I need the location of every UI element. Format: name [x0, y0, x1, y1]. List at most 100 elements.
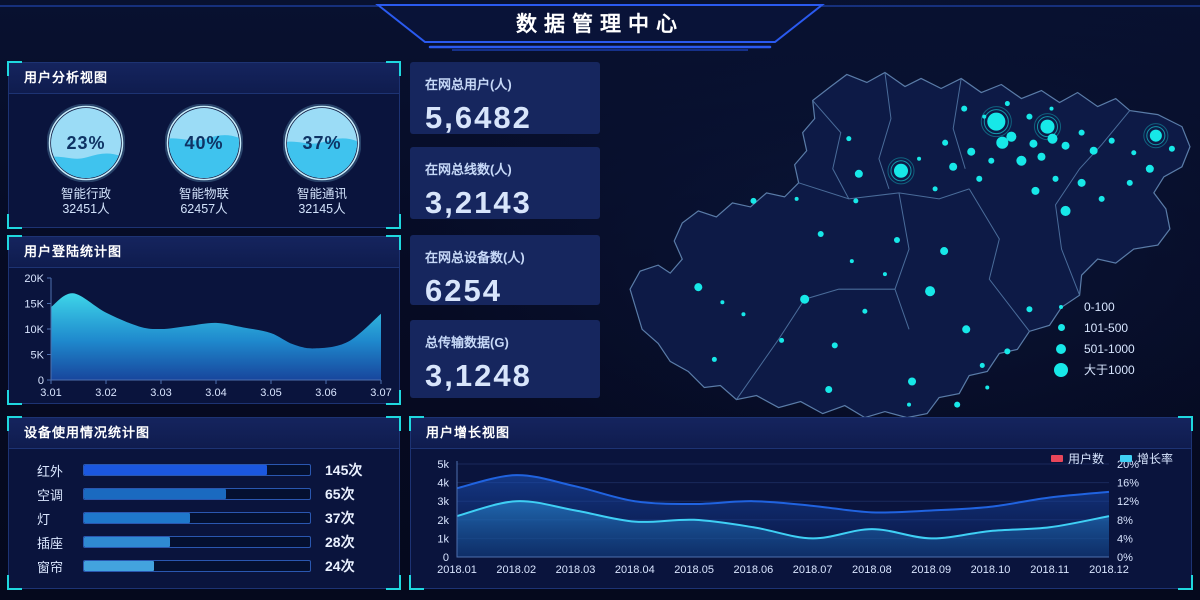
bar-category-label: 灯	[37, 511, 51, 527]
svg-text:4k: 4k	[437, 478, 449, 490]
panel-user-growth: 用户增长视图 用户数 增长率 0 0% 1k 4% 2k 8% 3k 12% 4k 16% 5k 20%…	[409, 416, 1193, 590]
map-region: 0-100 101-500 501-1000 大于1000	[608, 48, 1200, 420]
bar-fill	[84, 561, 155, 571]
stat-value: 3,1248	[425, 358, 532, 393]
svg-text:3.06: 3.06	[315, 387, 336, 399]
map-legend-label: 大于1000	[1084, 363, 1135, 377]
map-legend: 0-100 101-500 501-1000 大于1000	[1054, 296, 1135, 380]
map-legend-item-501-1000: 501-1000	[1054, 338, 1135, 359]
gauge-name: 智能物联	[178, 187, 229, 201]
stat-value: 6254	[425, 273, 502, 308]
bar-fill	[84, 513, 191, 523]
svg-text:2018.08: 2018.08	[852, 564, 892, 576]
bar-row-灯: 灯 37次	[37, 510, 381, 527]
bar-category-label: 红外	[37, 463, 64, 479]
bar-track	[83, 488, 311, 500]
province-map	[629, 71, 1191, 419]
login-area-chart: 0 5K 10K 15K 20K 3.01 3.02 3.03 3.04 3.05 3.06 3.07	[24, 273, 391, 399]
svg-text:2018.07: 2018.07	[793, 564, 833, 576]
bar-fill	[84, 537, 170, 547]
panel-login-stats: 用户登陆统计图 0 5K 10K 15K 20K 3.01 3.02 3.03 3.04 3.05…	[7, 235, 401, 405]
svg-text:2018.11: 2018.11	[1030, 564, 1069, 576]
bar-fill	[84, 465, 268, 475]
bar-value-label: 28次	[325, 534, 355, 550]
svg-text:0: 0	[443, 552, 449, 564]
panel-title-user-analysis: 用户分析视图	[9, 63, 399, 94]
map-legend-label: 501-1000	[1084, 341, 1135, 356]
gauge-智能通讯: 37% 智能通讯 32145人	[267, 103, 377, 217]
svg-text:2018.02: 2018.02	[496, 564, 536, 576]
svg-text:2018.10: 2018.10	[971, 564, 1011, 576]
svg-text:2018.04: 2018.04	[615, 564, 655, 576]
corner-bracket-icon	[386, 61, 401, 76]
map-scatter-dots	[694, 101, 1175, 408]
map-legend-item-101-500: 101-500	[1054, 317, 1135, 338]
legend-swatch-icon	[1050, 455, 1063, 462]
corner-bracket-icon	[386, 235, 401, 250]
stat-label: 在网总用户(人)	[425, 77, 512, 92]
corner-bracket-icon	[409, 416, 424, 431]
legend-item-用户数[interactable]: 用户数	[1050, 450, 1104, 467]
svg-text:3.05: 3.05	[260, 387, 281, 399]
svg-text:20K: 20K	[24, 273, 44, 285]
svg-text:37%: 37%	[302, 133, 341, 153]
bar-category-label: 空调	[37, 487, 64, 503]
svg-text:2018.06: 2018.06	[733, 564, 773, 576]
svg-text:40%: 40%	[184, 133, 223, 153]
gauge-name: 智能行政	[60, 187, 111, 201]
svg-text:15K: 15K	[24, 299, 44, 311]
panel-title-device-usage: 设备使用情况统计图	[9, 418, 399, 449]
bar-category-label: 插座	[37, 535, 64, 551]
bar-row-窗帘: 窗帘 24次	[37, 558, 381, 575]
corner-bracket-icon	[386, 416, 401, 431]
legend-item-增长率[interactable]: 增长率	[1119, 450, 1173, 467]
gauge-智能行政: 23% 智能行政 32451人	[31, 103, 141, 217]
svg-text:2018.03: 2018.03	[556, 564, 596, 576]
stat-label: 在网总线数(人)	[425, 162, 512, 177]
corner-bracket-icon	[1178, 575, 1193, 590]
svg-text:0%: 0%	[1117, 552, 1133, 564]
stat-value: 5,6482	[425, 100, 532, 135]
svg-text:3.02: 3.02	[95, 387, 116, 399]
svg-text:5K: 5K	[31, 350, 45, 362]
map-legend-dot-icon	[1054, 362, 1068, 377]
svg-text:3.07: 3.07	[370, 387, 391, 399]
svg-text:23%: 23%	[66, 133, 105, 153]
corner-bracket-icon	[409, 575, 424, 590]
svg-text:3.03: 3.03	[150, 387, 171, 399]
map-legend-dot-icon	[1056, 343, 1066, 354]
header-decoration-lines	[0, 4, 1200, 51]
corner-bracket-icon	[1178, 416, 1193, 431]
stat-card-total-users: 在网总用户(人) 5,6482	[410, 62, 600, 135]
map-legend-item-0-100: 0-100	[1054, 296, 1135, 317]
map-legend-dot-icon	[1057, 324, 1065, 331]
bar-category-label: 窗帘	[37, 559, 64, 575]
panel-device-usage: 设备使用情况统计图 红外 145次 空调 65次灯 37次 插座 28次 窗帘 24次	[7, 416, 401, 590]
legend-swatch-icon	[1119, 455, 1132, 462]
legend-label: 用户数	[1067, 452, 1104, 466]
bar-value-label: 24次	[325, 558, 355, 574]
bar-row-红外: 红外 145次	[37, 462, 381, 479]
header: 数据管理中心	[0, 0, 1200, 52]
stat-value: 3,2143	[425, 185, 532, 220]
corner-bracket-icon	[7, 575, 22, 590]
gauge-name: 智能通讯	[296, 187, 347, 201]
gauge-count: 32145人	[298, 202, 346, 216]
gauge-count: 62457人	[180, 202, 228, 216]
svg-text:3.01: 3.01	[40, 387, 61, 399]
bar-row-插座: 插座 28次	[37, 534, 381, 551]
device-usage-bars: 红外 145次 空调 65次灯 37次 插座 28次 窗帘 24次	[9, 449, 399, 575]
svg-text:1k: 1k	[437, 533, 449, 545]
bar-track	[83, 464, 311, 476]
growth-line-chart: 0 0% 1k 4% 2k 8% 3k 12% 4k 16% 5k 20% 2018.01 2018.02…	[437, 459, 1139, 576]
panel-title-login-stats: 用户登陆统计图	[9, 237, 399, 268]
corner-bracket-icon	[386, 575, 401, 590]
svg-text:5k: 5k	[437, 459, 449, 471]
stat-card-total-transfer: 总传输数据(G) 3,1248	[410, 320, 600, 398]
panel-title-user-growth: 用户增长视图	[411, 418, 1191, 449]
svg-text:4%: 4%	[1117, 533, 1133, 545]
corner-bracket-icon	[7, 61, 22, 76]
corner-bracket-icon	[386, 214, 401, 229]
svg-text:2018.01: 2018.01	[437, 564, 477, 576]
map-legend-item-大于1000: 大于1000	[1054, 359, 1135, 380]
